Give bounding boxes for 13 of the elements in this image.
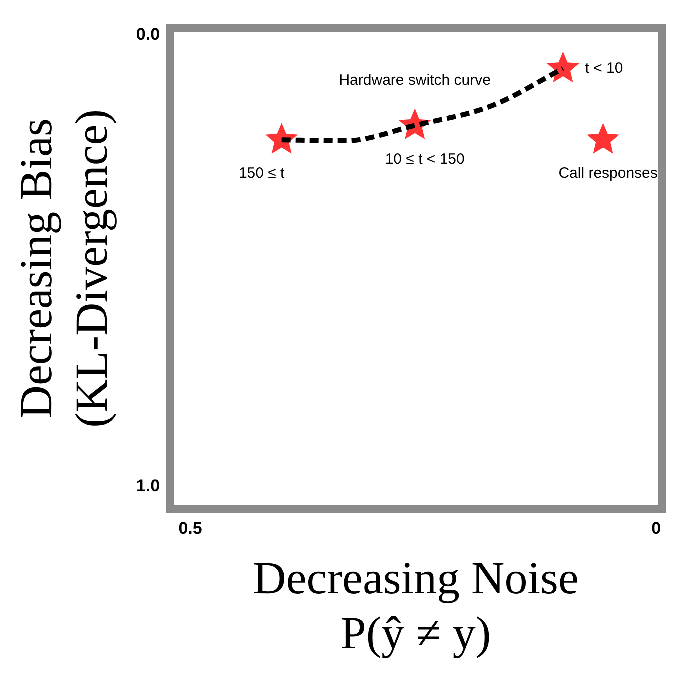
y-tick-label: 1.0 (136, 476, 160, 496)
annotation: 10 ≤ t < 150 (385, 150, 465, 168)
point (547, 52, 580, 83)
annotation: 150 ≤ t (238, 165, 286, 182)
x-tick-label: 0.5 (178, 519, 202, 538)
y-axis-title: Decreasing Bias (KL-Divergence) (10, 109, 117, 428)
point (587, 123, 620, 154)
annotation: t < 10 (585, 60, 624, 77)
series-label: Hardware switch curve (339, 72, 491, 89)
annotation: Call responses (558, 165, 658, 182)
x-tick-label: 0 (652, 519, 662, 538)
x-axis-title: Decreasing Noise P(ŷ ≠ y) (253, 552, 579, 658)
y-tick-label: 0.0 (136, 25, 160, 44)
